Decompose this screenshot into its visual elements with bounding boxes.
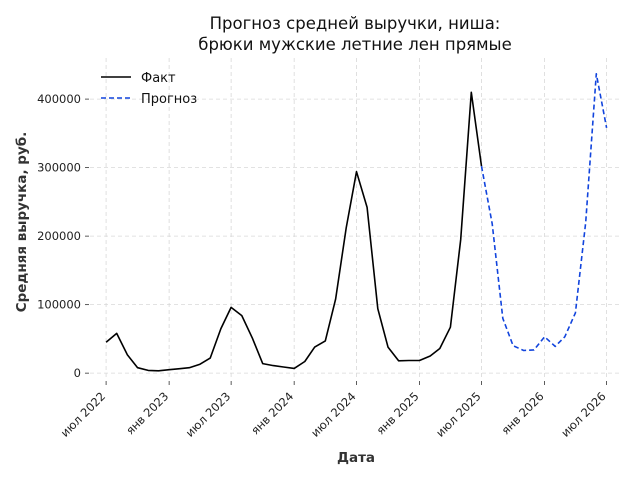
x-tick-label: янв 2024 (248, 389, 296, 437)
axis-ticks: 0 100000 200000 300000 400000 июл 2022 янв 202… (37, 92, 609, 440)
y-tick-label: 400000 (37, 92, 81, 106)
y-tick-label: 300000 (37, 161, 81, 175)
x-tick-label: июл 2026 (558, 389, 609, 440)
x-tick-label: июл 2023 (183, 389, 234, 440)
x-tick-label: июл 2022 (58, 389, 109, 440)
legend-label-fact: Факт (141, 71, 176, 86)
legend: Факт Прогноз (101, 71, 197, 107)
series-line-fact (105, 91, 483, 372)
series-lines (105, 73, 608, 372)
y-tick-label: 100000 (37, 298, 81, 312)
y-tick-label: 200000 (37, 229, 81, 243)
y-tick-label: 0 (74, 366, 81, 380)
x-tick-label: июл 2024 (308, 389, 359, 440)
x-tick-label: июл 2025 (433, 389, 484, 440)
x-tick-label: янв 2023 (123, 389, 171, 437)
x-tick-label: янв 2025 (373, 389, 421, 437)
chart-title-line-2: брюки мужские летние лен прямые (198, 35, 511, 54)
y-axis-label: Средняя выручка, руб. (14, 132, 30, 313)
x-tick-label: янв 2026 (499, 389, 547, 437)
x-axis-label: Дата (337, 450, 375, 466)
grid (90, 58, 622, 380)
legend-label-forecast: Прогноз (141, 92, 197, 107)
chart-title-line-1: Прогноз средней выручки, ниша: (210, 14, 501, 33)
series-line-forecast (480, 73, 608, 352)
